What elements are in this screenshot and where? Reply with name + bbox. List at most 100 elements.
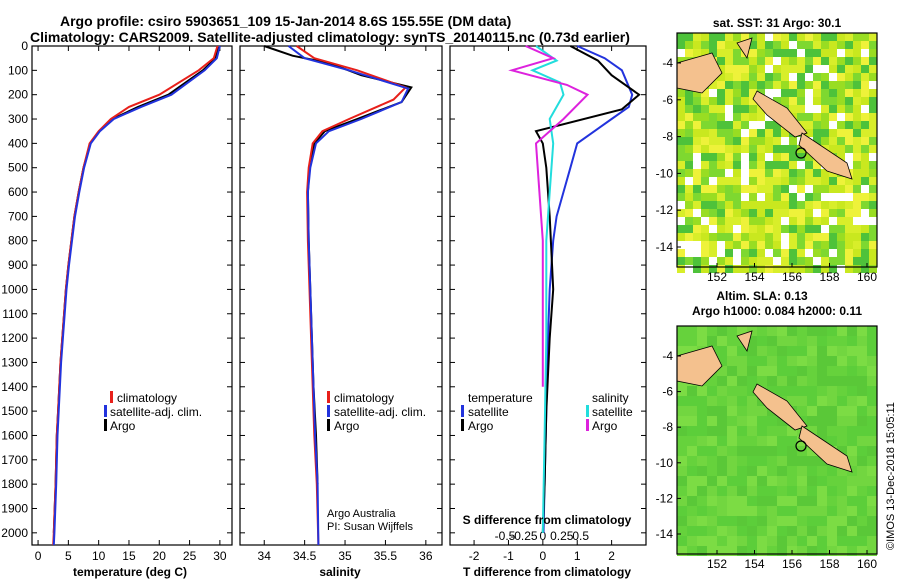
map-cell (765, 249, 773, 257)
map-cell (821, 249, 829, 257)
map-cell (707, 436, 717, 446)
map-cell (817, 336, 827, 346)
map-cell (737, 506, 747, 516)
map-cell (757, 129, 765, 137)
map-cell (807, 386, 817, 396)
map-cell (709, 129, 717, 137)
map-cell (787, 326, 797, 336)
map-cell (821, 97, 829, 105)
map-cell (741, 121, 749, 129)
map-cell (797, 386, 807, 396)
map-cell (829, 33, 837, 41)
map-cell (747, 496, 757, 506)
map-cell (767, 476, 777, 486)
map-cell (727, 406, 737, 416)
map-cell (737, 496, 747, 506)
map-cell (677, 476, 687, 486)
map-cell (767, 546, 777, 556)
salinity-panel: 34 34.5 35 35.5 36 (239, 45, 443, 563)
map-cell (797, 376, 807, 386)
map-cell (747, 346, 757, 356)
map-cell (717, 486, 727, 496)
map-cell (725, 193, 733, 201)
map-cell (773, 57, 781, 65)
legend-swatch-climatology (327, 391, 330, 403)
map-cell (749, 185, 757, 193)
map-cell (869, 209, 877, 217)
map-cell (837, 201, 845, 209)
map-cell (757, 121, 765, 129)
map-cell (869, 73, 877, 81)
map-cell (773, 121, 781, 129)
map-cell (697, 486, 707, 496)
map-cell (789, 145, 797, 153)
map-cell (701, 97, 709, 105)
map-cell (847, 406, 857, 416)
series-climatology (52, 45, 219, 546)
map-cell (845, 185, 853, 193)
map-cell (693, 193, 701, 201)
map-cell (749, 209, 757, 217)
map-cell (727, 536, 737, 546)
map-cell (807, 376, 817, 386)
map-cell (701, 161, 709, 169)
map-cell (727, 456, 737, 466)
series-argo-T (534, 45, 641, 533)
map-cell (781, 65, 789, 73)
map-cell (685, 129, 693, 137)
map-cell (701, 265, 709, 273)
map-cell (693, 169, 701, 177)
map-cell (845, 33, 853, 41)
map-cell (813, 97, 821, 105)
map-cell (807, 326, 817, 336)
map-cell (717, 161, 725, 169)
map-cell (837, 466, 847, 476)
map-cell (845, 81, 853, 89)
map-cell (777, 426, 787, 436)
map-cell (867, 456, 877, 466)
map-cell (773, 73, 781, 81)
map-cell (829, 49, 837, 57)
map-cell (867, 426, 877, 436)
map-cell (733, 233, 741, 241)
map-cell (733, 185, 741, 193)
map-cell (701, 89, 709, 97)
map-cell (829, 97, 837, 105)
map-cell (733, 193, 741, 201)
map-cell (701, 145, 709, 153)
map-cell (733, 217, 741, 225)
map-cell (857, 336, 867, 346)
map-cell (733, 249, 741, 257)
map-cell (773, 65, 781, 73)
map-cell (685, 209, 693, 217)
map-cell (817, 486, 827, 496)
map-cell (677, 486, 687, 496)
map-cell (701, 193, 709, 201)
map-cell (693, 137, 701, 145)
map-cell (829, 241, 837, 249)
map-cell (781, 249, 789, 257)
map-cell (869, 49, 877, 57)
map-cell (677, 105, 685, 113)
map-cell (687, 336, 697, 346)
map-cell (837, 65, 845, 73)
y-tick-label: 0 (21, 39, 28, 53)
map-cell (687, 406, 697, 416)
map-cell (773, 129, 781, 137)
map-cell (685, 113, 693, 121)
map-cell (857, 376, 867, 386)
map-cell (817, 366, 827, 376)
map-cell (767, 356, 777, 366)
map-cell (817, 476, 827, 486)
map-cell (765, 185, 773, 193)
map-cell (693, 249, 701, 257)
map-cell (817, 506, 827, 516)
map-cell (747, 386, 757, 396)
map-cell (707, 546, 717, 556)
map-cell (767, 466, 777, 476)
map-cell (767, 496, 777, 506)
s-tick-label: -0.25 (510, 529, 538, 543)
map-cell (727, 416, 737, 426)
map-cell (837, 249, 845, 257)
map-cell (853, 89, 861, 97)
